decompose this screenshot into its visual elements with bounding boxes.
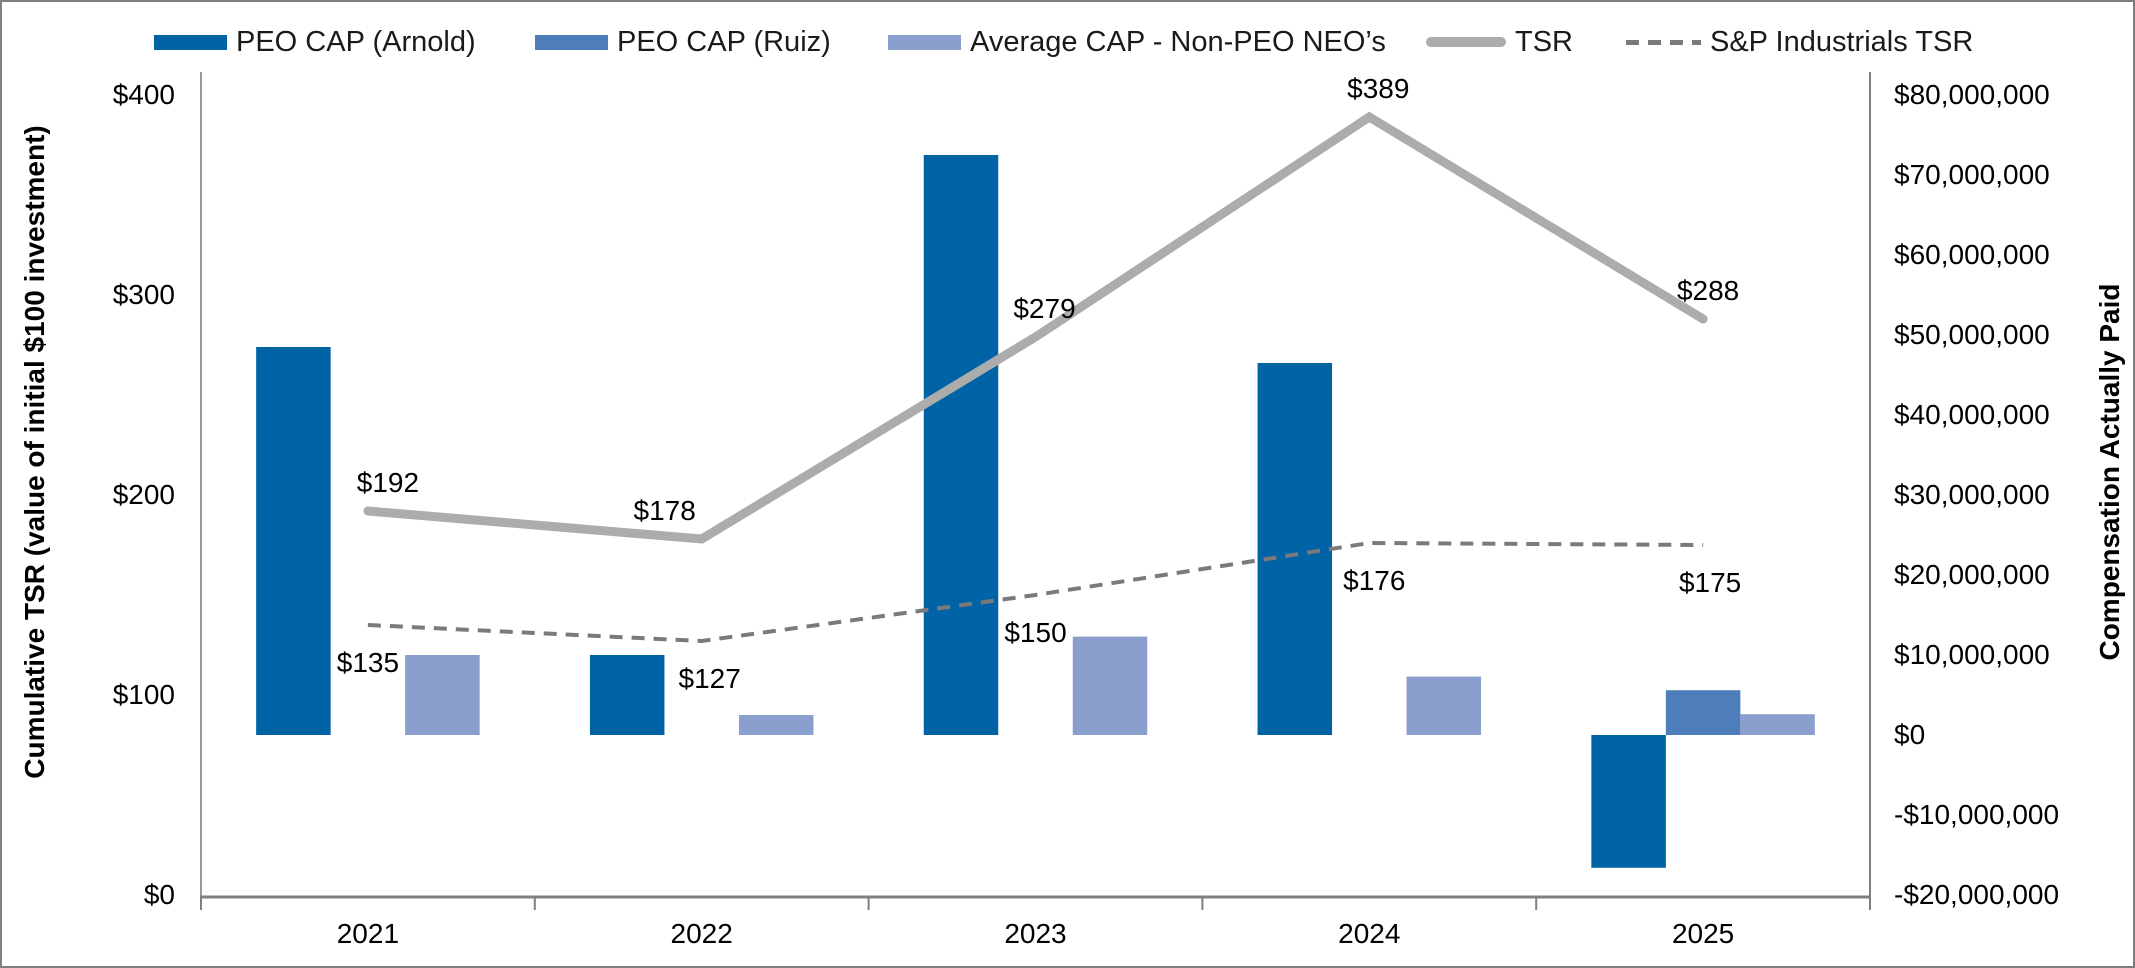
- right-axis-tick--20M: -$20,000,000: [1894, 879, 2060, 910]
- point-label-sp-2022: $127: [678, 663, 741, 694]
- right-axis-tick-80M: $80,000,000: [1894, 79, 2050, 110]
- line-sp-industrials-tsr: [367, 540, 1704, 644]
- legend-label: PEO CAP (Ruiz): [617, 25, 831, 58]
- bar-2025-series1: [1591, 735, 1666, 868]
- point-label-tsr-2021: $192: [356, 467, 420, 498]
- right-axis-tick-40M: $40,000,000: [1894, 399, 2050, 430]
- left-axis-tick-300: $300: [112, 279, 175, 310]
- right-axis-tick-60M: $60,000,000: [1894, 239, 2050, 270]
- bar-2023-series3: [1072, 636, 1148, 735]
- point-label-sp-2021: $135: [336, 647, 400, 678]
- right-axis-tick-70M: $70,000,000: [1894, 159, 2050, 190]
- right-axis-tick-10M: $10,000,000: [1894, 639, 2050, 670]
- right-axis-tick-50M: $50,000,000: [1894, 319, 2050, 350]
- bar-2022-series1: [589, 655, 665, 735]
- line-tsr: [363, 111, 1708, 544]
- legend-label: Average CAP - Non-PEO NEO’s: [970, 25, 1386, 58]
- point-label-tsr-2025: $288: [1676, 275, 1740, 306]
- bar-2023-series1: [923, 155, 999, 735]
- legend-label: PEO CAP (Arnold): [236, 25, 476, 58]
- x-axis-label-2022: 2022: [670, 918, 733, 949]
- left-axis-tick-100: $100: [112, 679, 175, 710]
- legend-swatch-bar: [535, 34, 608, 50]
- legend-label: S&P Industrials TSR: [1710, 25, 1974, 58]
- left-axis-tick-0: $0: [143, 879, 175, 910]
- x-axis-label-2024: 2024: [1338, 918, 1401, 949]
- point-label-sp-2023: $150: [1004, 617, 1067, 648]
- bar-2022-series3: [738, 715, 814, 735]
- legend-item-5: S&P Industrials TSR: [1626, 26, 1973, 58]
- legend-item-4: TSR: [1426, 26, 1573, 58]
- right-axis-tick-30M: $30,000,000: [1894, 479, 2050, 510]
- x-axis-label-2021: 2021: [336, 918, 400, 949]
- point-label-tsr-2022: $178: [633, 495, 696, 526]
- bar-2024-series3: [1406, 676, 1482, 735]
- left-axis-tick-200: $200: [112, 479, 175, 510]
- point-label-sp-2025: $175: [1678, 567, 1742, 598]
- right-axis-tick-0M: $0: [1894, 719, 1926, 750]
- point-label-tsr-2024: $389: [1347, 73, 1410, 104]
- bar-2025-series2: [1665, 690, 1741, 735]
- legend-item-3: Average CAP - Non-PEO NEO’s: [888, 26, 1386, 58]
- x-axis-label-2025: 2025: [1671, 918, 1735, 949]
- bar-2025-series3: [1740, 714, 1815, 735]
- legend-label: TSR: [1515, 25, 1573, 58]
- legend-item-2: PEO CAP (Ruiz): [535, 26, 831, 58]
- point-label-sp-2024: $176: [1343, 565, 1406, 596]
- legend-swatch-dashed-line: [1626, 39, 1701, 45]
- legend-swatch-bar: [888, 34, 961, 50]
- legend-item-1: PEO CAP (Arnold): [154, 26, 476, 58]
- bar-2021-series3: [405, 655, 480, 735]
- legend-swatch-bar: [154, 34, 227, 50]
- right-axis-tick-20M: $20,000,000: [1894, 559, 2050, 590]
- bar-2024-series1: [1257, 363, 1333, 735]
- right-axis-tick--10M: -$10,000,000: [1894, 799, 2060, 830]
- left-axis-tick-400: $400: [112, 79, 175, 110]
- point-label-tsr-2023: $279: [1013, 293, 1076, 324]
- bar-2021-series1: [256, 347, 331, 735]
- x-axis-label-2023: 2023: [1004, 918, 1067, 949]
- legend-swatch-line: [1426, 37, 1506, 47]
